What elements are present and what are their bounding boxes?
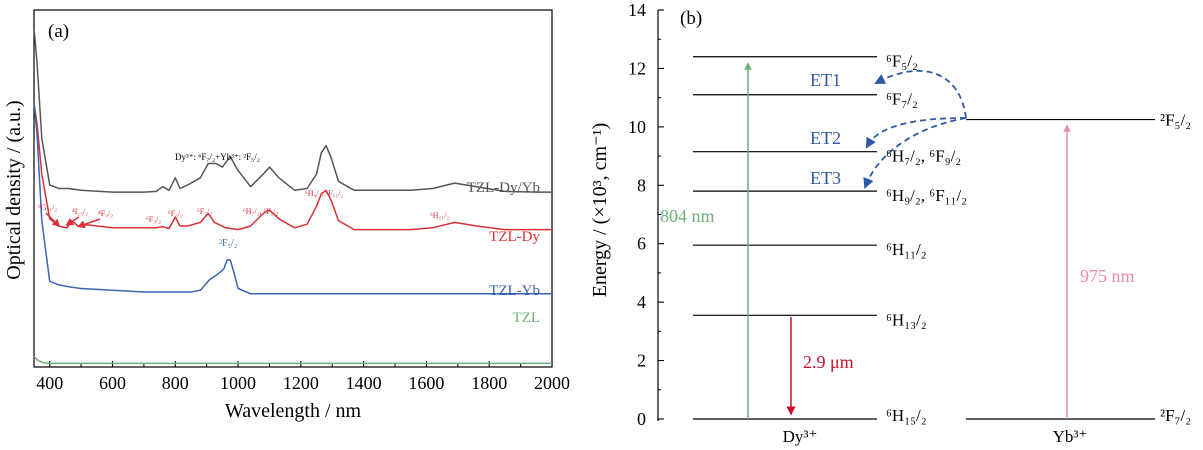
dy-level-label-5: ⁶F₇/₂ <box>886 90 918 109</box>
series-label-tzl-dy: TZL-Dy <box>489 229 540 245</box>
annotation-6h9-6f11: ⁶H₉/₂, ⁶F₁₁/₂ <box>305 189 343 198</box>
series-line-tzl <box>33 355 552 365</box>
x-tick-label-1200: 1200 <box>283 373 319 393</box>
dy-level-label-6: ⁶F₅/₂ <box>886 52 918 71</box>
annotation-arrow-6g11 <box>45 212 61 228</box>
ion-label-dy: Dy³⁺ <box>783 427 818 446</box>
panel-a-frame <box>33 9 553 368</box>
x-tick-label-2000: 2000 <box>534 373 570 393</box>
energy-levels: ⁶H₁₅/₂ ⁶H₁₃/₂ ⁶H₁₁/₂ ⁶H₉/₂, ⁶F₁₁/₂ ⁶H₇/₂, ⁶F… <box>693 52 1191 425</box>
et1-label: ET1 <box>810 70 841 90</box>
y-tick-label-10: 10 <box>628 117 646 137</box>
annotation-4f9: ⁴F₉/₂ <box>98 209 113 218</box>
et2-arrow <box>865 117 967 149</box>
x-tick-label-1000: 1000 <box>220 373 256 393</box>
dy-level-label-1: ⁶H₁₃/₂ <box>886 310 927 329</box>
series-line-tzl-dy-yb <box>33 27 552 193</box>
annotation-6f3: ⁶F₃/₂ <box>146 215 161 224</box>
et2-label: ET2 <box>810 128 841 148</box>
panel-a-label: (a) <box>48 21 69 42</box>
y-tick-label-4: 4 <box>637 292 646 312</box>
panel-a-y-axis-label: Optical density / (a.u.) <box>3 100 25 279</box>
annotation-6f7: ⁶F₇/₂ <box>197 207 212 216</box>
panel-a-x-axis-label: Wavelength / nm <box>225 400 362 422</box>
annotation-arrow-4i15 <box>65 216 80 226</box>
y-tick-label-8: 8 <box>637 175 646 195</box>
series-line-tzl-yb <box>33 102 552 295</box>
et3-label: ET3 <box>810 168 841 188</box>
yb-level-label-1: ²F₅/₂ <box>1160 111 1191 130</box>
annotation-6g11: ⁶G₁₁/₂ <box>38 203 57 212</box>
panel-b: 0 2 4 6 8 10 12 14 (b) Energy / (×10³, cm⁻¹) Dy… <box>589 0 1191 446</box>
annotation-6h11: ⁶H₁₁/₂ <box>430 211 449 220</box>
x-tick-label-800: 800 <box>162 373 189 393</box>
x-tick-label-400: 400 <box>36 373 63 393</box>
y-tick-label-2: 2 <box>637 351 646 371</box>
transition-label-2p9um: 2.9 μm <box>803 352 854 372</box>
dy-level-label-3: ⁶H₉/₂, ⁶F₁₁/₂ <box>886 186 967 205</box>
panel-b-y-axis: 0 2 4 6 8 10 12 14 <box>628 0 664 429</box>
series-label-tzl-yb: TZL-Yb <box>489 283 540 299</box>
dy-level-label-0: ⁶H₁₅/₂ <box>886 406 927 425</box>
y-tick-label-14: 14 <box>628 0 646 20</box>
annotation-2f5: ²F₅/₂ <box>219 238 237 249</box>
x-tick-label-1400: 1400 <box>346 373 382 393</box>
panel-b-label: (b) <box>680 8 702 29</box>
y-tick-label-6: 6 <box>637 234 646 254</box>
et1-arrow <box>874 69 967 119</box>
dy-level-label-2: ⁶H₁₁/₂ <box>886 240 927 259</box>
panel-a-x-axis: 400 600 800 1000 1200 1400 1600 1800 2000 <box>36 361 570 393</box>
dy-level-label-4: ⁶H₇/₂, ⁶F₉/₂ <box>886 147 961 166</box>
x-tick-label-1800: 1800 <box>471 373 507 393</box>
panel-a: (a) 400 600 800 1000 1200 1400 1600 1800 2000 Wa… <box>3 9 570 422</box>
annotation-6f5: ⁶F₅/₂ <box>168 209 183 218</box>
transition-label-804nm: 804 nm <box>660 206 715 226</box>
annotation-arrow-4f9 <box>76 218 101 229</box>
annotation-6h7-6f9: ⁶H₇/₂, ⁶F₉/₂ <box>243 207 279 216</box>
y-tick-label-0: 0 <box>637 409 646 429</box>
x-tick-label-600: 600 <box>99 373 126 393</box>
series-label-tzl-dy-yb: TZL-Dy/Yb <box>467 180 540 196</box>
yb-level-label-0: ²F₇/₂ <box>1160 406 1191 425</box>
annotation-4i15: ⁴I₁₅/₂ <box>72 207 88 216</box>
series-label-tzl: TZL <box>513 310 541 326</box>
annotation-dy-yb-peak: Dy³⁺: ⁶F₇/₂+Yb³⁺: ²F₅/₂ <box>175 152 260 162</box>
y-tick-label-12: 12 <box>628 58 646 78</box>
ion-label-yb: Yb³⁺ <box>1053 427 1088 446</box>
transition-label-975nm: 975 nm <box>1080 266 1135 286</box>
et3-arrow <box>863 117 967 190</box>
x-tick-label-1600: 1600 <box>408 373 444 393</box>
panel-b-y-axis-label: Energy / (×10³, cm⁻¹) <box>589 123 611 298</box>
